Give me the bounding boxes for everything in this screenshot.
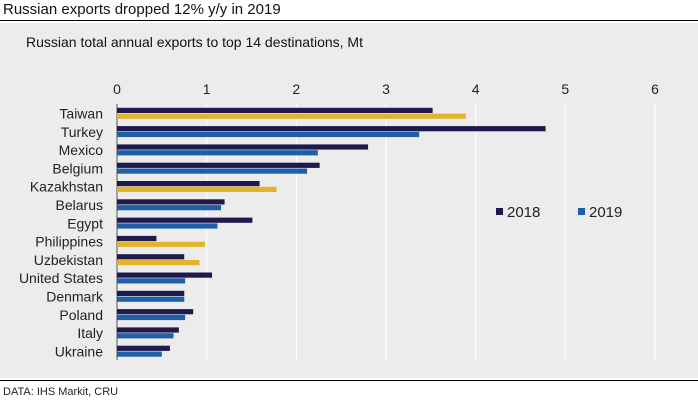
bar-2019: [117, 296, 185, 302]
x-tick-label: 2: [292, 81, 300, 97]
bar-2018: [117, 345, 170, 351]
bar-2019: [117, 351, 162, 357]
legend-swatch-2018: [496, 208, 503, 215]
bar-2018: [117, 290, 185, 296]
source-note: DATA: IHS Markit, CRU: [3, 386, 119, 398]
category-label: Turkey: [61, 124, 103, 140]
category-label: Egypt: [67, 215, 103, 231]
bar-2018: [117, 327, 179, 333]
bar-2018: [117, 126, 546, 132]
headline-rule: [0, 20, 698, 21]
bar-2018: [117, 272, 213, 278]
bar-2018: [117, 309, 194, 315]
bar-2018: [117, 217, 253, 223]
category-label: Mexico: [59, 142, 104, 158]
category-label: United States: [19, 270, 103, 286]
bar-2019: [117, 168, 308, 174]
x-tick-label: 3: [382, 81, 390, 97]
bar-2019: [117, 241, 205, 247]
bar-2018: [117, 181, 260, 187]
x-tick-label: 4: [472, 81, 480, 97]
bar-2019: [117, 223, 218, 229]
category-label: Taiwan: [59, 106, 103, 122]
bar-2019: [117, 260, 200, 266]
legend-swatch-2019: [578, 208, 585, 215]
bar-2018: [117, 254, 185, 260]
bar-2019: [117, 205, 222, 211]
bar-2019: [117, 150, 318, 156]
category-label: Belgium: [52, 160, 103, 176]
bar-2018: [117, 199, 225, 205]
footer-rule: [0, 380, 698, 381]
category-label: Philippines: [35, 234, 103, 250]
bar-2019: [117, 278, 186, 284]
bar-2018: [117, 162, 320, 168]
category-label: Italy: [77, 325, 103, 341]
bar-2019: [117, 113, 466, 119]
category-label: Uzbekistan: [34, 252, 103, 268]
category-label: Kazakhstan: [30, 179, 103, 195]
category-label: Poland: [59, 307, 103, 323]
x-tick-label: 6: [651, 81, 659, 97]
bar-2018: [117, 144, 369, 150]
chart-panel: [0, 23, 698, 378]
bar-2019: [117, 314, 186, 321]
bar-2019: [117, 333, 174, 339]
chart-title: Russian total annual exports to top 14 d…: [26, 34, 363, 50]
category-label: Ukraine: [55, 343, 103, 359]
x-tick-label: 1: [203, 81, 211, 97]
x-tick-label: 0: [113, 81, 121, 97]
bar-2018: [117, 235, 157, 242]
category-label: Belarus: [56, 197, 103, 213]
category-label: Denmark: [46, 289, 104, 305]
x-tick-label: 5: [561, 81, 569, 97]
bar-2019: [117, 131, 420, 138]
bar-2018: [117, 107, 433, 113]
headline: Russian exports dropped 12% y/y in 2019: [3, 1, 281, 18]
legend-label-2019: 2019: [589, 204, 622, 221]
legend-label-2018: 2018: [507, 204, 540, 221]
bar-2019: [117, 186, 277, 192]
